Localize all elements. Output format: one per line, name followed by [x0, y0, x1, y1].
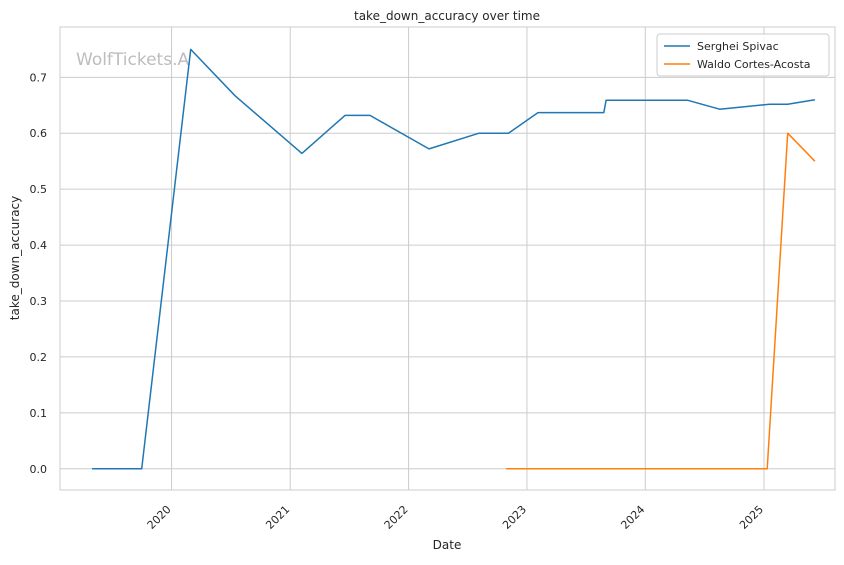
- legend-label-waldo-cortes-acosta: Waldo Cortes-Acosta: [697, 58, 811, 71]
- plot-frame: [59, 26, 836, 491]
- gridlines: [60, 27, 835, 490]
- y-axis-label: take_down_accuracy: [8, 196, 22, 320]
- y-tick-label: 0.1: [30, 407, 48, 420]
- y-tick-label: 0.5: [30, 183, 48, 196]
- legend-label-serghei-spivac: Serghei Spivac: [697, 40, 779, 53]
- legend: Serghei Spivac Waldo Cortes-Acosta: [656, 33, 830, 77]
- y-tick-label: 0.2: [30, 351, 48, 364]
- chart-title: take_down_accuracy over time: [354, 9, 540, 23]
- series-line-serghei-spivac: [92, 48, 816, 470]
- y-tick-label: 0.4: [30, 239, 48, 252]
- y-tick-label: 0.7: [30, 71, 48, 84]
- x-axis-label: Date: [433, 538, 462, 552]
- watermark: WolfTickets.A: [76, 50, 189, 70]
- y-tick-label: 0.6: [30, 127, 48, 140]
- legend-frame: [656, 33, 830, 77]
- series-line-waldo-cortes-acosta: [506, 132, 816, 470]
- y-tick-label: 0.3: [30, 295, 48, 308]
- series-layer: [92, 48, 816, 470]
- y-tick-label: 0.0: [30, 463, 48, 476]
